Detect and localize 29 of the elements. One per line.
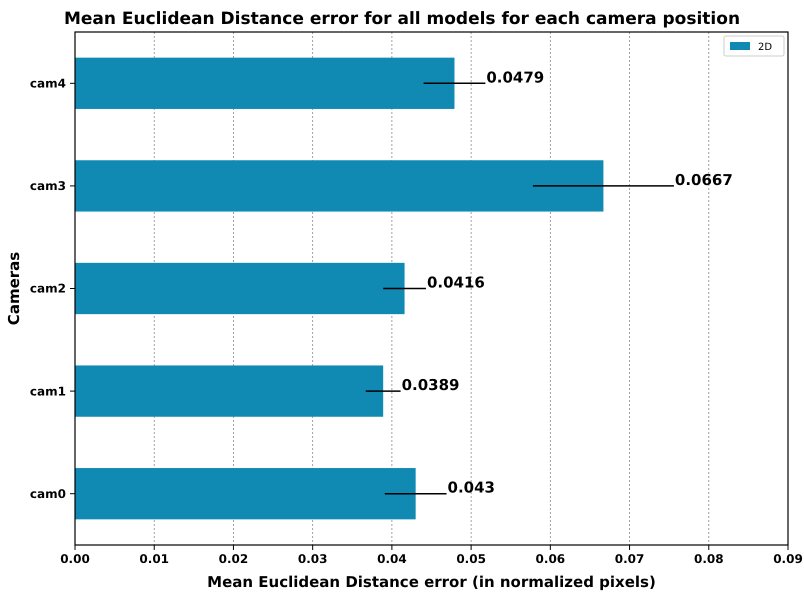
x-tick-label: 0.09 — [773, 552, 803, 566]
x-tick-label: 0.07 — [614, 552, 644, 566]
bar — [75, 58, 454, 109]
x-tick-label: 0.01 — [139, 552, 170, 566]
y-axis-title: Cameras — [5, 252, 23, 326]
x-tick-label: 0.02 — [218, 552, 248, 566]
bar — [75, 160, 604, 212]
data-label: 0.0416 — [426, 274, 485, 292]
x-tick-label: 0.06 — [536, 552, 566, 566]
bar — [75, 365, 384, 417]
x-tick-label: 0.04 — [377, 552, 407, 566]
chart-title: Mean Euclidean Distance error for all models for each camera position — [64, 9, 740, 29]
y-tick-label: cam3 — [30, 179, 66, 194]
x-tick-label: 0.05 — [456, 552, 486, 566]
y-tick-label: cam1 — [30, 384, 66, 398]
y-tick-label: cam2 — [30, 282, 66, 296]
data-label: 0.0479 — [486, 68, 544, 86]
legend-label: 2D — [758, 42, 772, 53]
data-label: 0.0389 — [402, 376, 460, 394]
y-tick-label: cam0 — [30, 486, 66, 501]
x-tick-label: 0.03 — [298, 552, 328, 566]
x-tick-label: 0.00 — [60, 552, 90, 566]
x-tick-label: 0.08 — [694, 552, 724, 566]
annotation: 0.0667 — [674, 170, 733, 189]
bar — [75, 262, 405, 314]
bar — [75, 468, 416, 520]
data-label: 0.043 — [448, 478, 496, 497]
x-axis-title: Mean Euclidean Distance error (in normalized pixels) — [207, 573, 656, 591]
y-tick-label: cam4 — [30, 76, 66, 90]
